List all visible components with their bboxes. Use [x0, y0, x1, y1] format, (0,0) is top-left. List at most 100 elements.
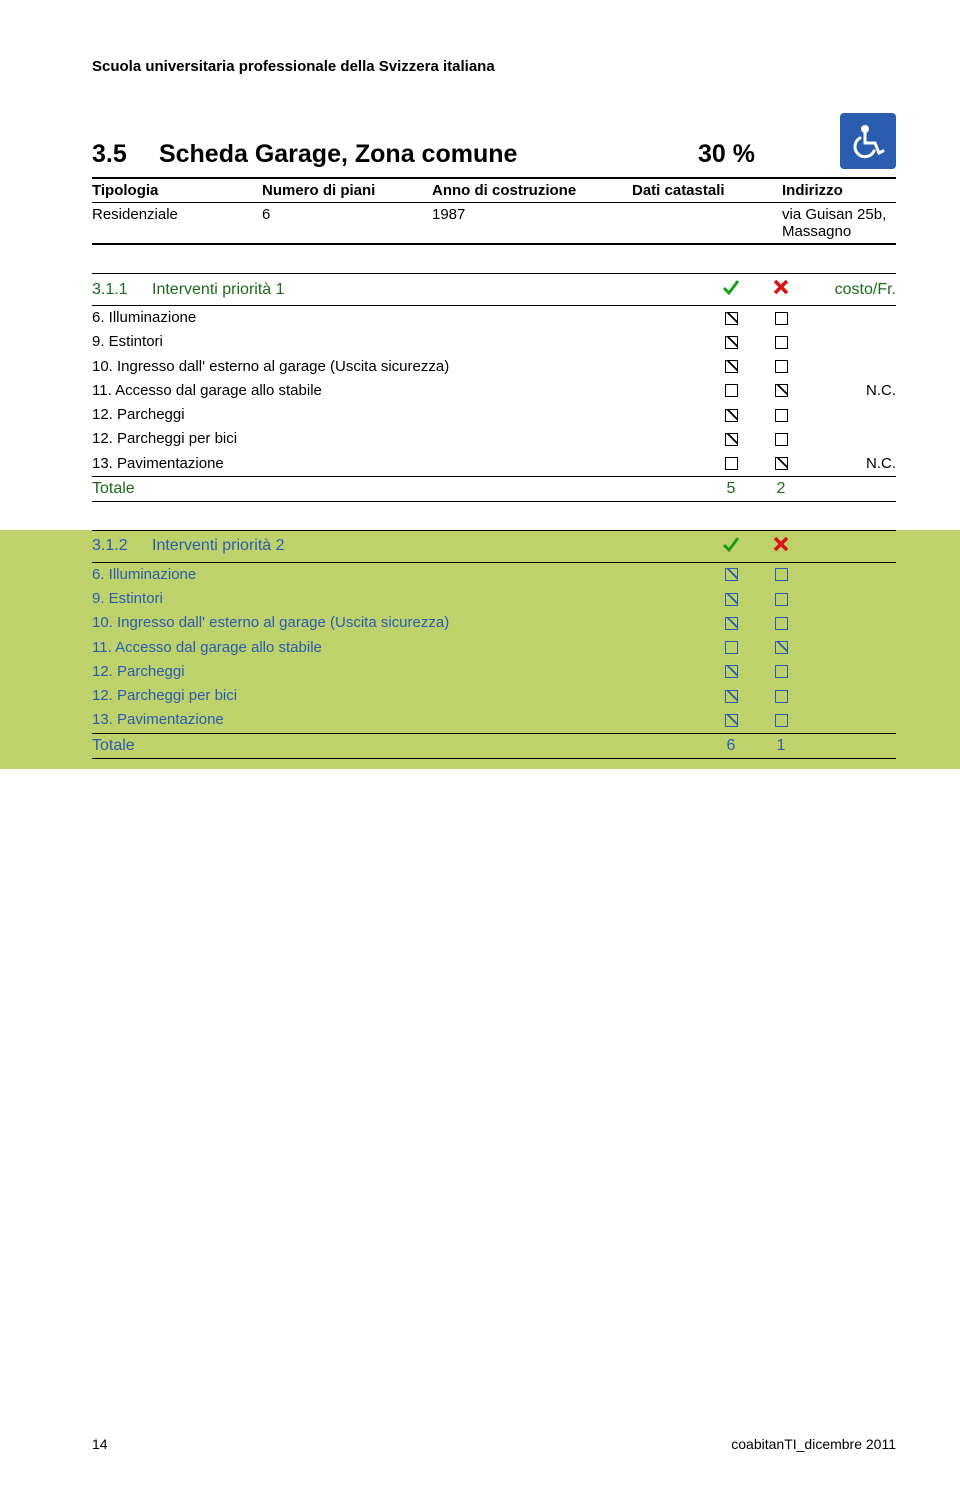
- meta-data-row: Residenziale 6 1987 via Guisan 25b, Mass…: [92, 203, 896, 243]
- checkbox-icon: [725, 641, 738, 654]
- section2-total-label: Totale: [92, 737, 706, 755]
- checkbox-icon: [725, 714, 738, 727]
- section1-header: 3.1.1 Interventi priorità 1 costo/Fr.: [92, 273, 896, 306]
- checkbox-icon: [725, 665, 738, 678]
- list-item: 12. Parcheggi: [92, 660, 896, 684]
- title-number: 3.5: [92, 140, 152, 169]
- item-name: 12. Parcheggi per bici: [92, 686, 706, 706]
- section1-total: Totale 5 2: [92, 476, 896, 502]
- checkbox-icon: [725, 433, 738, 446]
- item-check-col1: [706, 332, 756, 352]
- checkbox-icon: [775, 360, 788, 373]
- item-check-col2: [756, 662, 806, 682]
- checkbox-icon: [775, 714, 788, 727]
- list-item: 13. Pavimentazione: [92, 708, 896, 732]
- wheelchair-icon: [840, 113, 896, 169]
- section2-label: Interventi priorità 2: [152, 537, 706, 555]
- title-row: 3.5 Scheda Garage, Zona comune 30 %: [92, 113, 896, 169]
- checkbox-icon: [775, 690, 788, 703]
- checkbox-icon: [775, 593, 788, 606]
- checkbox-icon: [775, 641, 788, 654]
- list-item: 10. Ingresso dall' esterno al garage (Us…: [92, 611, 896, 635]
- item-check-col1: [706, 686, 756, 706]
- item-check-col2: [756, 308, 806, 328]
- checkbox-icon: [775, 409, 788, 422]
- item-note: N.C.: [806, 454, 896, 474]
- item-name: 12. Parcheggi per bici: [92, 429, 706, 449]
- checkbox-icon: [725, 312, 738, 325]
- item-check-col1: [706, 638, 756, 658]
- item-check-col1: [706, 357, 756, 377]
- cross-icon: [756, 536, 806, 557]
- checkbox-icon: [775, 384, 788, 397]
- section1-total-c1: 5: [706, 480, 756, 498]
- checkbox-icon: [725, 409, 738, 422]
- item-check-col2: [756, 405, 806, 425]
- meta-header-piani: Numero di piani: [262, 182, 432, 199]
- checkbox-icon: [775, 617, 788, 630]
- checkbox-icon: [775, 457, 788, 470]
- section1-label: Interventi priorità 1: [152, 281, 706, 299]
- checkbox-icon: [725, 568, 738, 581]
- list-item: 6. Illuminazione: [92, 306, 896, 330]
- item-check-col2: [756, 332, 806, 352]
- section2-total-c1: 6: [706, 737, 756, 755]
- item-check-col2: [756, 686, 806, 706]
- item-check-col2: [756, 710, 806, 730]
- meta-tipologia: Residenziale: [92, 206, 262, 240]
- section1-total-c2: 2: [756, 480, 806, 498]
- item-check-col1: [706, 710, 756, 730]
- meta-anno: 1987: [432, 206, 632, 240]
- list-item: 12. Parcheggi per bici: [92, 684, 896, 708]
- item-name: 13. Pavimentazione: [92, 710, 706, 730]
- checkbox-icon: [725, 690, 738, 703]
- meta-indirizzo: via Guisan 25b, Massagno: [782, 206, 896, 240]
- item-note: N.C.: [806, 381, 896, 401]
- cross-icon: [756, 279, 806, 300]
- list-item: 12. Parcheggi per bici: [92, 427, 896, 451]
- meta-header-row: Tipologia Numero di piani Anno di costru…: [92, 179, 896, 203]
- checkbox-icon: [725, 384, 738, 397]
- section-priority-1: 3.1.1 Interventi priorità 1 costo/Fr. 6.…: [92, 273, 896, 502]
- item-name: 11. Accesso dal garage allo stabile: [92, 381, 706, 401]
- title-percent: 30 %: [698, 140, 755, 168]
- meta-header-tipologia: Tipologia: [92, 182, 262, 199]
- meta-header-anno: Anno di costruzione: [432, 182, 632, 199]
- section2-num: 3.1.2: [92, 537, 152, 555]
- item-check-col1: [706, 308, 756, 328]
- list-item: 9. Estintori: [92, 330, 896, 354]
- item-name: 6. Illuminazione: [92, 565, 706, 585]
- checkbox-icon: [775, 312, 788, 325]
- item-check-col2: [756, 589, 806, 609]
- check-icon: [706, 535, 756, 558]
- list-item: 12. Parcheggi: [92, 403, 896, 427]
- check-icon: [706, 278, 756, 301]
- checkbox-icon: [725, 593, 738, 606]
- list-item: 13. Pavimentazione N.C.: [92, 452, 896, 476]
- item-check-col1: [706, 613, 756, 633]
- list-item: 10. Ingresso dall' esterno al garage (Us…: [92, 355, 896, 379]
- item-name: 13. Pavimentazione: [92, 454, 706, 474]
- item-check-col1: [706, 454, 756, 474]
- meta-header-indirizzo: Indirizzo: [782, 182, 896, 199]
- page-title: 3.5 Scheda Garage, Zona comune 30 %: [92, 140, 755, 169]
- section1-num: 3.1.1: [92, 281, 152, 299]
- item-check-col1: [706, 589, 756, 609]
- list-item: 11. Accesso dal garage allo stabile: [92, 636, 896, 660]
- item-name: 11. Accesso dal garage allo stabile: [92, 638, 706, 658]
- section1-cost-label: costo/Fr.: [806, 281, 896, 299]
- item-check-col2: [756, 429, 806, 449]
- item-check-col2: [756, 613, 806, 633]
- list-item: 11. Accesso dal garage allo stabile N.C.: [92, 379, 896, 403]
- section1-total-label: Totale: [92, 480, 706, 498]
- meta-piani: 6: [262, 206, 432, 240]
- checkbox-icon: [725, 336, 738, 349]
- item-check-col2: [756, 357, 806, 377]
- item-check-col2: [756, 454, 806, 474]
- checkbox-icon: [775, 568, 788, 581]
- item-check-col2: [756, 638, 806, 658]
- item-check-col1: [706, 381, 756, 401]
- checkbox-icon: [725, 617, 738, 630]
- list-item: 6. Illuminazione: [92, 563, 896, 587]
- section2-header: 3.1.2 Interventi priorità 2: [92, 530, 896, 563]
